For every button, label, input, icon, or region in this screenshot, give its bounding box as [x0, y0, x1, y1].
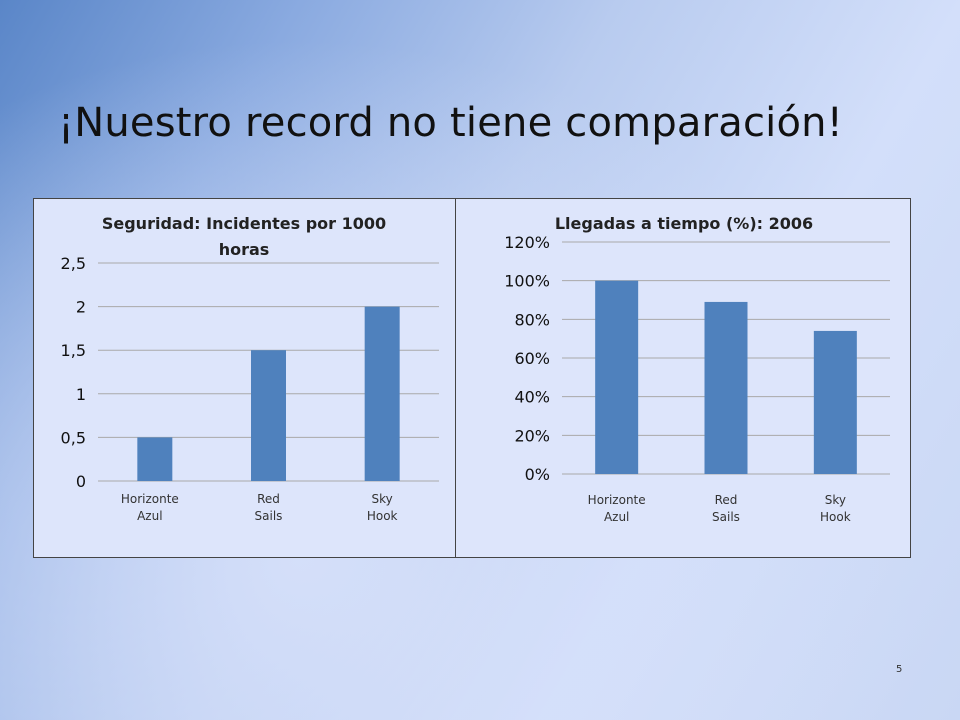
- safety-bar-1: [137, 437, 173, 481]
- slide-title: ¡Nuestro record no tiene comparación!: [58, 100, 843, 146]
- safety-y-tick-label: 0: [76, 472, 86, 491]
- on-time-category-label: Sky: [825, 493, 846, 507]
- on-time-chart: Llegadas a tiempo (%): 2006 0% 20% 40% 60% 80…: [455, 198, 911, 558]
- safety-y-tick-label: 1,5: [61, 341, 86, 360]
- safety-y-tick-label: 0,5: [61, 428, 86, 447]
- safety-bar-2: [251, 350, 286, 481]
- safety-category-label: Sky: [372, 492, 393, 506]
- on-time-bar-3: [813, 330, 857, 474]
- safety-bar-3: [364, 306, 400, 481]
- on-time-chart-title: Llegadas a tiempo (%): 2006: [555, 214, 813, 233]
- safety-category-label: Azul: [137, 509, 162, 523]
- safety-chart-svg: Seguridad: Incidentes por 1000 horas 0 0,5 1…: [61, 214, 439, 523]
- on-time-y-tick-label: 120%: [504, 233, 550, 252]
- safety-category-label: Horizonte: [121, 492, 179, 506]
- safety-category-label: Hook: [367, 509, 398, 523]
- safety-y-tick-label: 1: [76, 385, 86, 404]
- safety-category-label: Sails: [255, 509, 283, 523]
- on-time-y-tick-label: 20%: [514, 426, 550, 445]
- safety-y-tick-label: 2,5: [61, 254, 86, 273]
- on-time-category-label: Hook: [820, 510, 851, 524]
- safety-y-tick-label: 2: [76, 298, 86, 317]
- safety-category-label: Red: [257, 492, 280, 506]
- on-time-y-tick-label: 60%: [514, 349, 550, 368]
- on-time-bar-1: [595, 280, 639, 474]
- on-time-y-tick-label: 100%: [504, 272, 550, 291]
- on-time-category-label: Azul: [604, 510, 629, 524]
- safety-chart-title: horas: [219, 240, 270, 259]
- safety-chart: Seguridad: Incidentes por 1000 horas 0 0,5 1…: [33, 198, 456, 558]
- on-time-bar-2: [704, 301, 748, 474]
- on-time-category-label: Red: [715, 493, 738, 507]
- on-time-chart-svg: Llegadas a tiempo (%): 2006 0% 20% 40% 60% 80…: [504, 214, 890, 524]
- slide-number: 5: [896, 664, 903, 675]
- on-time-y-tick-label: 80%: [514, 310, 550, 329]
- on-time-category-label: Horizonte: [588, 493, 646, 507]
- safety-chart-title: Seguridad: Incidentes por 1000: [102, 214, 386, 233]
- on-time-y-tick-label: 40%: [514, 388, 550, 407]
- on-time-category-label: Sails: [712, 510, 740, 524]
- on-time-y-tick-label: 0%: [525, 465, 550, 484]
